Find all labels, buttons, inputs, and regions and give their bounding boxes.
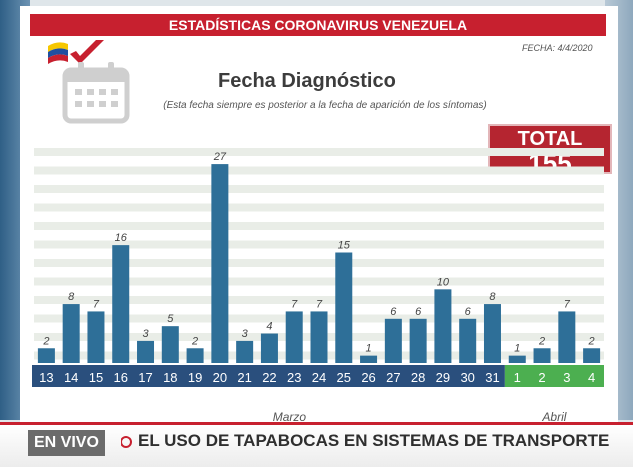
- bar: [335, 252, 353, 363]
- x-axis-strip-april: [504, 365, 604, 387]
- bar: [360, 355, 378, 363]
- x-tick-label: 24: [312, 370, 326, 385]
- bar: [434, 289, 452, 363]
- bar: [285, 311, 303, 363]
- data-label: 15: [338, 240, 351, 252]
- x-tick-label: 14: [64, 370, 78, 385]
- news-ticker: EN VIVO EL USO DE TAPABOCAS EN SISTEMAS …: [0, 422, 633, 467]
- bar: [112, 245, 130, 363]
- data-label: 2: [42, 335, 49, 347]
- x-tick-label: 23: [287, 370, 301, 385]
- bar: [260, 333, 278, 363]
- bar: [87, 311, 105, 363]
- data-label: 2: [191, 335, 198, 347]
- gridline: [34, 185, 604, 193]
- data-label: 1: [514, 343, 520, 355]
- gridline: [34, 259, 604, 267]
- bar: [161, 326, 179, 363]
- total-label: TOTAL: [517, 128, 583, 150]
- x-tick-label: 15: [89, 370, 103, 385]
- live-badge: EN VIVO: [28, 430, 105, 456]
- bar: [211, 164, 229, 363]
- x-axis-strip-march: [32, 365, 505, 387]
- bar: [459, 318, 477, 363]
- x-tick-label: 17: [138, 370, 152, 385]
- x-tick-label: 4: [588, 370, 595, 385]
- x-tick-label: 22: [262, 370, 276, 385]
- data-label: 6: [415, 306, 422, 318]
- data-label: 27: [213, 151, 227, 163]
- data-label: 7: [291, 298, 298, 310]
- data-label: 6: [465, 306, 472, 318]
- data-label: 7: [564, 298, 571, 310]
- data-label: 8: [489, 291, 496, 303]
- bar: [186, 348, 204, 363]
- calendar-icon: [62, 62, 130, 124]
- x-tick-label: 31: [485, 370, 499, 385]
- data-label: 10: [437, 276, 450, 288]
- bar: [62, 304, 80, 363]
- x-tick-label: 13: [39, 370, 53, 385]
- data-label: 5: [167, 313, 174, 325]
- x-tick-label: 2: [538, 370, 545, 385]
- x-tick-label: 21: [237, 370, 251, 385]
- month-label: Marzo: [273, 410, 307, 424]
- data-label: 3: [142, 328, 149, 340]
- gridline: [34, 203, 604, 212]
- bar: [483, 304, 501, 363]
- bar: [137, 340, 155, 363]
- month-label: Abril: [541, 410, 566, 424]
- x-tick-label: 18: [163, 370, 177, 385]
- bar: [236, 340, 254, 363]
- bar: [508, 355, 526, 363]
- data-label: 8: [68, 291, 75, 303]
- x-tick-label: 27: [386, 370, 400, 385]
- data-label: 7: [316, 298, 323, 310]
- gridline: [34, 166, 604, 175]
- header-title: ESTADÍSTICAS CORONAVIRUS VENEZUELA: [30, 14, 606, 36]
- data-label: 6: [390, 306, 397, 318]
- chart-subtitle: (Esta fecha siempre es posterior a la fe…: [163, 100, 487, 111]
- data-label: 7: [93, 298, 100, 310]
- separator-icon: [121, 436, 132, 448]
- x-tick-label: 1: [514, 370, 521, 385]
- venezuela-flag-icon: [48, 40, 104, 64]
- data-label: 1: [366, 343, 372, 355]
- data-label: 3: [242, 328, 249, 340]
- gridline: [34, 222, 604, 230]
- gridline: [34, 240, 604, 249]
- chart-title: Fecha Diagnóstico: [218, 70, 396, 92]
- bar: [384, 318, 402, 363]
- x-tick-label: 26: [361, 370, 375, 385]
- data-label: 4: [266, 321, 272, 333]
- bar: [37, 348, 55, 363]
- bar: [558, 311, 576, 363]
- x-tick-label: 16: [114, 370, 128, 385]
- x-tick-label: 29: [436, 370, 450, 385]
- x-tick-label: 28: [411, 370, 425, 385]
- bar: [583, 348, 601, 363]
- x-tick-label: 19: [188, 370, 202, 385]
- x-tick-label: 30: [460, 370, 474, 385]
- gridline: [34, 277, 604, 286]
- x-tick-label: 3: [563, 370, 570, 385]
- bar: [310, 311, 328, 363]
- ticker-headline: EL USO DE TAPABOCAS EN SISTEMAS DE TRANS…: [138, 431, 610, 450]
- data-label: 2: [588, 335, 595, 347]
- data-label: 16: [115, 232, 128, 244]
- x-tick-label: 25: [337, 370, 351, 385]
- x-tick-label: 20: [213, 370, 227, 385]
- bar: [409, 318, 427, 363]
- report-date: FECHA: 4/4/2020: [522, 43, 593, 53]
- gridline: [34, 296, 604, 304]
- gridline: [34, 148, 604, 156]
- data-label: 2: [538, 335, 545, 347]
- bar: [533, 348, 551, 363]
